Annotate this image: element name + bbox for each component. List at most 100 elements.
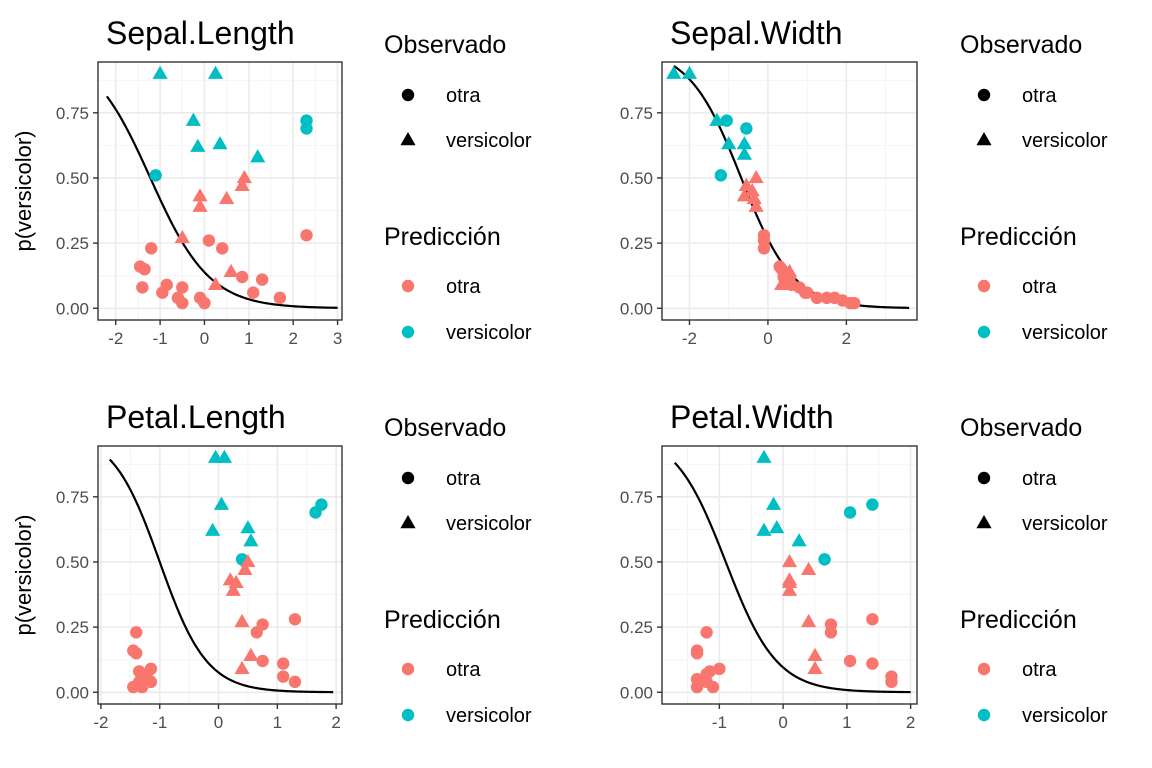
y-tick-label: 0.75 bbox=[620, 104, 653, 123]
legend-key-versicolor bbox=[401, 325, 415, 339]
legend-key-triangle bbox=[400, 132, 416, 146]
point-otra bbox=[176, 296, 189, 310]
point-versicolor bbox=[185, 112, 201, 126]
point-otra bbox=[145, 242, 158, 255]
legend-key-otra bbox=[977, 662, 991, 676]
point-otra bbox=[127, 680, 140, 694]
legend: Observado otra versicolor Predicción otra ver… bbox=[384, 31, 532, 344]
point-versicolor bbox=[666, 65, 682, 79]
point-otra bbox=[700, 626, 713, 639]
point-otra bbox=[136, 281, 149, 294]
point-otra bbox=[690, 646, 704, 660]
point-otra bbox=[720, 114, 733, 127]
legend-key-otra bbox=[401, 279, 415, 293]
legend-key-circle bbox=[977, 471, 991, 485]
point-otra bbox=[247, 286, 260, 299]
point-versicolor bbox=[237, 561, 253, 575]
point-otra bbox=[740, 122, 753, 135]
x-tick-label: 0 bbox=[778, 713, 787, 732]
legend-title-predicted: Predicción bbox=[384, 223, 501, 251]
panel-border bbox=[661, 61, 918, 321]
point-versicolor bbox=[736, 136, 752, 150]
point-versicolor bbox=[234, 660, 250, 675]
panel-sepal-width: 0.00 0.25 0.50 0.75 -2 0 2 Sepal.Width Observado… bbox=[620, 15, 1108, 348]
point-versicolor bbox=[781, 582, 798, 596]
y-tick-label: 0.00 bbox=[56, 683, 89, 702]
point-versicolor bbox=[807, 660, 823, 675]
point-versicolor bbox=[236, 169, 252, 184]
legend-title-predicted: Predicción bbox=[384, 606, 501, 634]
x-tick-label: -1 bbox=[712, 713, 727, 732]
panel-title: Petal.Length bbox=[106, 399, 286, 435]
point-otra bbox=[706, 680, 720, 694]
legend-title-predicted: Predicción bbox=[960, 223, 1077, 251]
legend-label: versicolor bbox=[446, 322, 532, 344]
point-versicolor bbox=[174, 229, 190, 244]
x-tick-label: 1 bbox=[842, 713, 851, 732]
x-tick-label: -1 bbox=[152, 713, 167, 732]
point-otra bbox=[300, 229, 313, 242]
point-versicolor bbox=[223, 263, 239, 277]
point-versicolor bbox=[207, 65, 224, 79]
point-versicolor bbox=[213, 496, 230, 510]
legend-title-observed: Observado bbox=[384, 414, 506, 442]
point-otra bbox=[866, 657, 879, 670]
y-tick-label: 0.00 bbox=[56, 299, 89, 318]
point-otra bbox=[818, 553, 831, 566]
legend-title-predicted: Predicción bbox=[960, 606, 1077, 634]
y-tick-label: 0.50 bbox=[56, 553, 89, 572]
point-otra bbox=[235, 270, 249, 284]
legend-label: otra bbox=[1022, 276, 1057, 298]
panel-border bbox=[97, 445, 343, 705]
y-tick-label: 0.25 bbox=[56, 618, 89, 637]
point-versicolor bbox=[216, 449, 233, 463]
legend-label: otra bbox=[446, 659, 481, 681]
legend-label: versicolor bbox=[446, 130, 532, 152]
legend: Observado otra versicolor Predicción otra ver… bbox=[960, 414, 1108, 727]
legend-label: otra bbox=[446, 468, 481, 490]
plot-area bbox=[98, 446, 342, 704]
legend-key-triangle bbox=[976, 132, 992, 146]
point-versicolor bbox=[152, 65, 168, 79]
x-tick-label: 0 bbox=[763, 329, 772, 348]
point-versicolor bbox=[681, 65, 698, 79]
legend-title-observed: Observado bbox=[384, 31, 506, 59]
point-otra bbox=[256, 654, 269, 668]
panel-border bbox=[661, 445, 918, 705]
point-versicolor bbox=[240, 520, 256, 534]
point-otra bbox=[255, 273, 269, 286]
legend-label: versicolor bbox=[1022, 705, 1108, 727]
point-versicolor bbox=[219, 190, 235, 205]
point-otra bbox=[198, 296, 211, 310]
point-otra bbox=[866, 613, 879, 626]
point-versicolor bbox=[192, 188, 208, 202]
point-otra bbox=[130, 646, 143, 660]
panel-border bbox=[97, 61, 343, 321]
point-versicolor bbox=[791, 533, 807, 547]
x-tick-label: -2 bbox=[682, 329, 697, 348]
x-tick-label: 1 bbox=[273, 713, 282, 732]
point-versicolor bbox=[225, 582, 241, 596]
point-otra bbox=[810, 291, 824, 305]
point-otra bbox=[885, 675, 898, 689]
point-otra bbox=[843, 506, 857, 519]
panel-petal-width: 0.00 0.25 0.50 0.75 -1 0 1 2 Petal.Width Observad… bbox=[620, 399, 1108, 732]
point-otra bbox=[250, 626, 263, 639]
y-tick-label: 0.25 bbox=[620, 618, 653, 637]
legend-label: versicolor bbox=[446, 705, 532, 727]
legend-key-versicolor bbox=[977, 708, 991, 722]
y-tick-label: 0.75 bbox=[56, 488, 89, 507]
y-tick-label: 0.25 bbox=[620, 234, 653, 253]
point-otra bbox=[130, 626, 143, 639]
legend-title-observed: Observado bbox=[960, 31, 1082, 59]
x-tick-label: 2 bbox=[842, 329, 851, 348]
point-otra bbox=[216, 242, 229, 255]
point-versicolor bbox=[807, 647, 823, 661]
point-versicolor bbox=[801, 561, 817, 575]
y-tick-label: 0.50 bbox=[56, 169, 89, 188]
point-otra bbox=[800, 286, 814, 299]
point-versicolor bbox=[756, 522, 772, 536]
y-axis-label: p(versicolor) bbox=[11, 514, 36, 635]
y-tick-label: 0.75 bbox=[56, 104, 89, 123]
point-versicolor bbox=[234, 613, 250, 628]
